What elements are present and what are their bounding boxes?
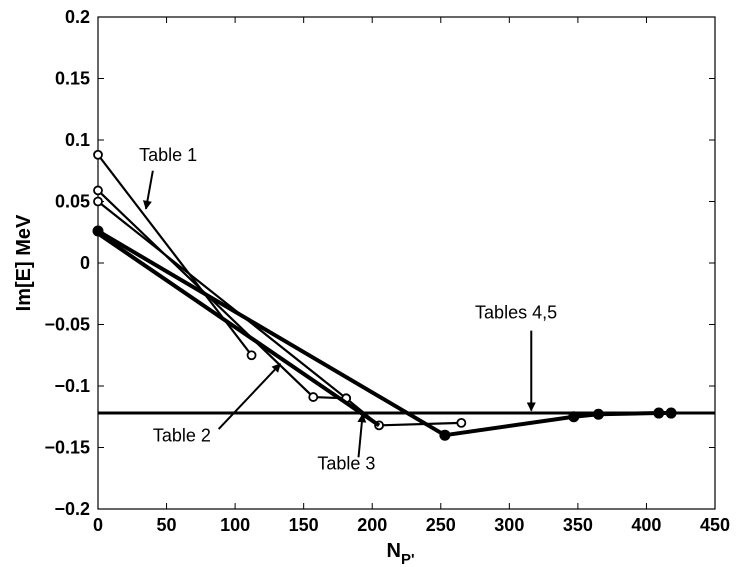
y-tick-label: 0.05 (55, 192, 90, 212)
annotation-label: Table 3 (317, 454, 375, 474)
x-tick-label: 250 (426, 515, 456, 535)
x-axis-label-main: N (386, 540, 400, 562)
x-tick-label: 0 (93, 515, 103, 535)
chart-marks (92, 149, 715, 441)
series-4-point (568, 411, 580, 423)
x-tick-label: 100 (220, 515, 250, 535)
x-axis-label: NP' (386, 540, 414, 567)
x-tick-label: 350 (563, 515, 593, 535)
series-2-point (308, 392, 319, 402)
annotation-arrow (217, 363, 282, 430)
series-5-line (96, 231, 381, 428)
y-tick-label: −0.1 (54, 376, 90, 396)
y-tick-label: 0 (80, 253, 90, 273)
series-4-point (665, 407, 677, 419)
series-1-line (97, 154, 253, 356)
series-1-point (93, 149, 103, 160)
y-axis-label: Im[E] MeV (13, 214, 35, 311)
series-1-point (246, 350, 257, 361)
axis-ticks: 0 50 100 150 200 250 300 350 400 450 −0.2 −0.15 −0.1… (44, 7, 730, 535)
annotation-label: Table 2 (153, 425, 211, 445)
annotation-label: Table 1 (139, 145, 197, 165)
x-axis-label-subscript: P' (401, 551, 415, 567)
annotation-arrow (142, 170, 154, 210)
series-4-point (653, 407, 665, 419)
series-4-point (592, 408, 604, 420)
annotations: Table 1 Table 2 Table 3 Tables 4,5 (139, 145, 557, 474)
series-3-line (97, 200, 462, 427)
y-tick-label: −0.05 (44, 315, 90, 335)
x-tick-label: 400 (631, 515, 661, 535)
y-tick-label: 0.15 (55, 69, 90, 89)
x-tick-label: 450 (700, 515, 730, 535)
series-3-point (456, 417, 467, 428)
series-2-point (93, 185, 103, 196)
series-2-line (97, 189, 347, 400)
y-tick-label: 0.1 (65, 130, 90, 150)
y-tick-label: −0.15 (44, 438, 90, 458)
x-tick-label: 150 (289, 515, 319, 535)
annotation-arrow (357, 413, 367, 458)
y-tick-label: −0.2 (54, 499, 90, 519)
x-tick-label: 50 (157, 515, 177, 535)
y-tick-label: 0.2 (65, 7, 90, 27)
series-4-line (96, 229, 672, 438)
series-4-point (439, 429, 451, 441)
x-tick-label: 300 (494, 515, 524, 535)
annotation-label: Tables 4,5 (475, 302, 557, 322)
series-3-point (93, 196, 103, 207)
x-tick-label: 200 (357, 515, 387, 535)
